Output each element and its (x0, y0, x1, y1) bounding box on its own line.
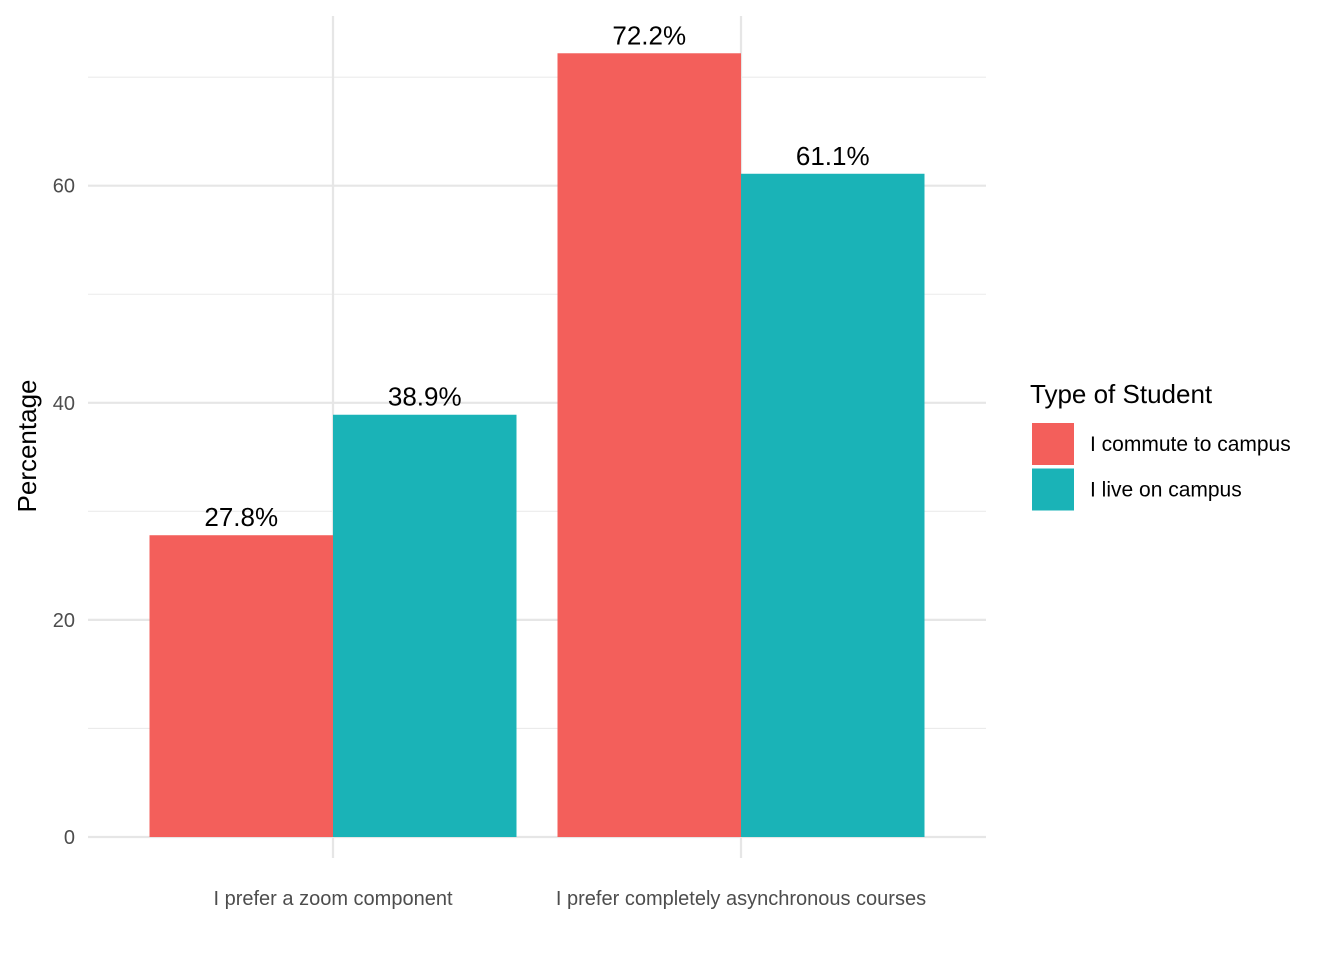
legend-label: I commute to campus (1090, 433, 1291, 456)
data-labels: 27.8% 38.9% 72.2% 61.1% (204, 20, 869, 532)
data-label: 72.2% (612, 20, 686, 50)
legend-label: I live on campus (1090, 479, 1242, 502)
bar (149, 535, 333, 837)
x-tick-label: I prefer a zoom component (213, 888, 452, 910)
y-axis-ticks: 0 20 40 60 (53, 176, 75, 849)
data-label: 38.9% (388, 382, 462, 412)
bars (149, 53, 925, 838)
data-label: 27.8% (204, 502, 278, 532)
y-axis-title: Percentage (12, 380, 42, 513)
y-tick-label: 0 (64, 827, 75, 849)
data-label: 61.1% (796, 141, 870, 171)
bar (741, 173, 925, 837)
bar (333, 414, 517, 837)
legend: Type of Student I commute to campus I liv… (1030, 379, 1291, 511)
bar (557, 53, 741, 838)
legend-items: I commute to campus I live on campus (1032, 423, 1291, 511)
x-axis-ticks: I prefer a zoom component I prefer comple… (213, 888, 926, 910)
y-tick-label: 20 (53, 610, 75, 632)
legend-swatch (1032, 423, 1074, 465)
legend-title: Type of Student (1030, 379, 1213, 409)
legend-swatch (1032, 468, 1074, 511)
x-tick-label: I prefer completely asynchronous courses (556, 888, 926, 910)
y-tick-label: 60 (53, 176, 75, 198)
y-tick-label: 40 (53, 393, 75, 415)
